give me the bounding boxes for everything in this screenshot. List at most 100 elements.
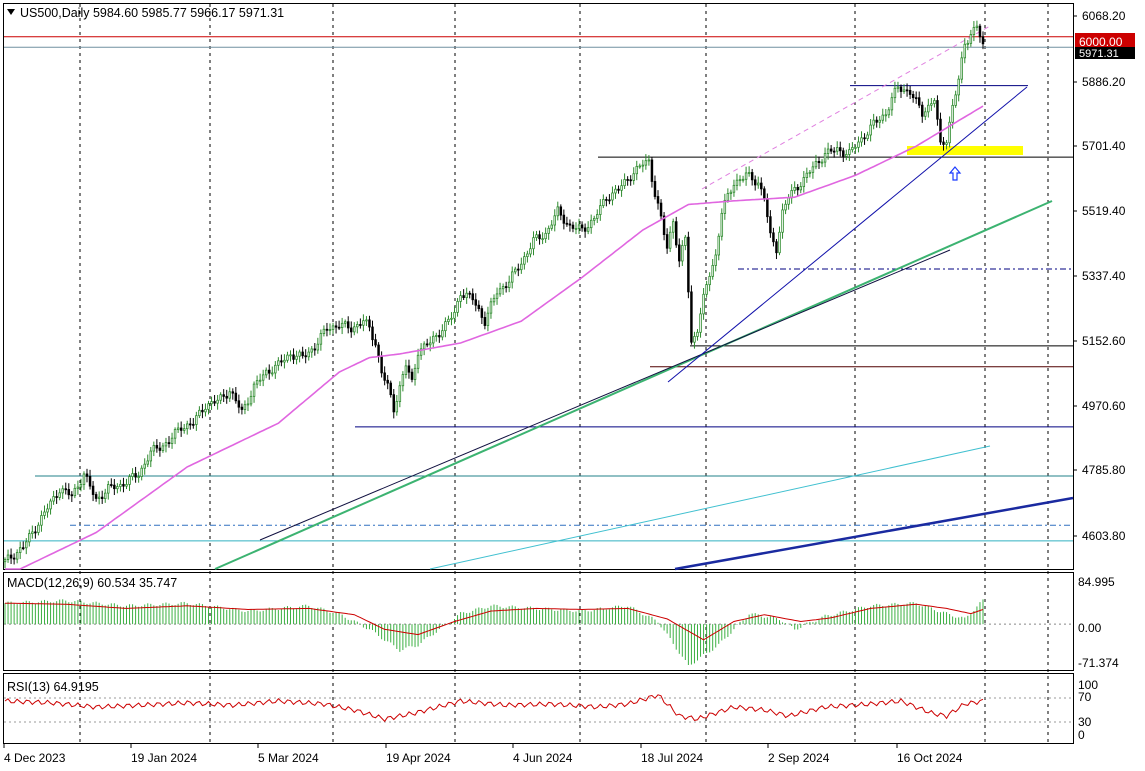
candle-body <box>334 325 338 328</box>
candle-body <box>170 437 174 444</box>
candle-body <box>951 104 954 123</box>
candle-body <box>195 415 198 425</box>
candle-body <box>186 423 189 430</box>
candle-body <box>711 265 714 277</box>
candle-body <box>340 322 344 328</box>
candle-body <box>404 365 408 376</box>
candle-body <box>76 486 80 489</box>
candle-body <box>261 374 265 381</box>
candle-body <box>924 111 927 117</box>
candle-body <box>167 442 171 445</box>
candle-body <box>668 231 672 249</box>
candle-body <box>125 484 128 487</box>
candle-body <box>228 391 231 399</box>
candle-body <box>113 484 116 490</box>
candle-body <box>729 191 733 194</box>
candle-body <box>477 304 481 310</box>
candle-body <box>428 342 432 346</box>
candle-body <box>155 445 159 449</box>
candle-body <box>146 460 149 465</box>
candle-body <box>702 293 705 315</box>
candle-body <box>796 187 799 191</box>
candle-body <box>371 326 374 341</box>
candle-body <box>252 383 256 397</box>
candle-body <box>368 319 371 328</box>
candle-body <box>665 234 669 249</box>
price-tick-label: 4603.80 <box>1082 529 1126 543</box>
candle-body <box>49 500 52 510</box>
price-tick-label: 5337.40 <box>1082 269 1126 283</box>
candle-body <box>164 442 168 447</box>
candle-body <box>398 385 402 402</box>
candle-body <box>459 295 462 302</box>
rsi-panel-frame <box>3 673 1074 744</box>
candle-body <box>930 103 933 106</box>
candle-body <box>632 173 635 181</box>
date-tick-label: 4 Dec 2023 <box>4 751 66 765</box>
candle-body <box>492 297 496 303</box>
candle-body <box>799 186 802 191</box>
candle-body <box>623 179 626 187</box>
candle-body <box>890 97 894 111</box>
candle-body <box>586 227 590 232</box>
candle-body <box>905 89 909 92</box>
candle-body <box>350 327 353 333</box>
candle-body <box>775 241 778 254</box>
candle-body <box>738 179 742 182</box>
candle-body <box>274 364 277 374</box>
price-tick-label: 6068.20 <box>1082 9 1126 23</box>
candle-body <box>690 291 693 343</box>
candle-body <box>468 292 471 295</box>
moving-average-line <box>5 105 984 570</box>
candle-body <box>735 179 739 186</box>
rsi-panel-title: RSI(13) 64.9195 <box>7 680 99 694</box>
candle-body <box>307 351 310 358</box>
candle-body <box>474 299 478 306</box>
candle-body <box>386 379 389 384</box>
candle-body <box>298 351 301 357</box>
candle-body <box>869 124 872 136</box>
candle-body <box>377 344 380 357</box>
date-tick-label: 19 Jan 2024 <box>131 751 197 765</box>
candle-body <box>143 463 146 469</box>
triangle-down-icon[interactable] <box>7 9 15 15</box>
candle-body <box>851 147 854 151</box>
price-axis: 6068.20 5886.20 5701.40 5519.40 5337.40 5152.… <box>1073 9 1126 742</box>
candle-body <box>407 365 411 373</box>
candle-body <box>753 179 757 186</box>
candle-body <box>659 202 663 217</box>
candle-body <box>365 319 368 322</box>
candle-body <box>231 391 235 394</box>
candle-body <box>708 275 711 286</box>
candle-body <box>313 348 317 351</box>
candle-body <box>693 336 696 343</box>
candle-body <box>128 476 131 485</box>
candle-body <box>787 197 790 205</box>
candle-body <box>571 224 575 229</box>
candle-body <box>380 355 383 374</box>
candle-body <box>592 217 596 221</box>
candle-body <box>793 187 796 191</box>
candle-body <box>119 483 122 487</box>
candle-body <box>179 427 183 431</box>
candle-body <box>356 324 359 328</box>
candle-body <box>88 475 92 487</box>
candle-body <box>322 328 326 334</box>
candle-body <box>34 531 37 534</box>
candle-body <box>848 149 851 155</box>
candle-body <box>40 515 43 526</box>
candle-body <box>772 232 775 243</box>
candle-body <box>465 292 468 298</box>
candle-body <box>896 86 900 89</box>
candle-body <box>936 100 939 120</box>
candle-body <box>966 42 970 45</box>
candle-body <box>963 43 967 59</box>
moving-average <box>5 105 984 570</box>
candle-body <box>9 554 13 559</box>
candle-body <box>100 496 104 500</box>
candle-body <box>243 404 247 410</box>
candle-body <box>280 360 283 363</box>
candle-body <box>684 236 687 246</box>
